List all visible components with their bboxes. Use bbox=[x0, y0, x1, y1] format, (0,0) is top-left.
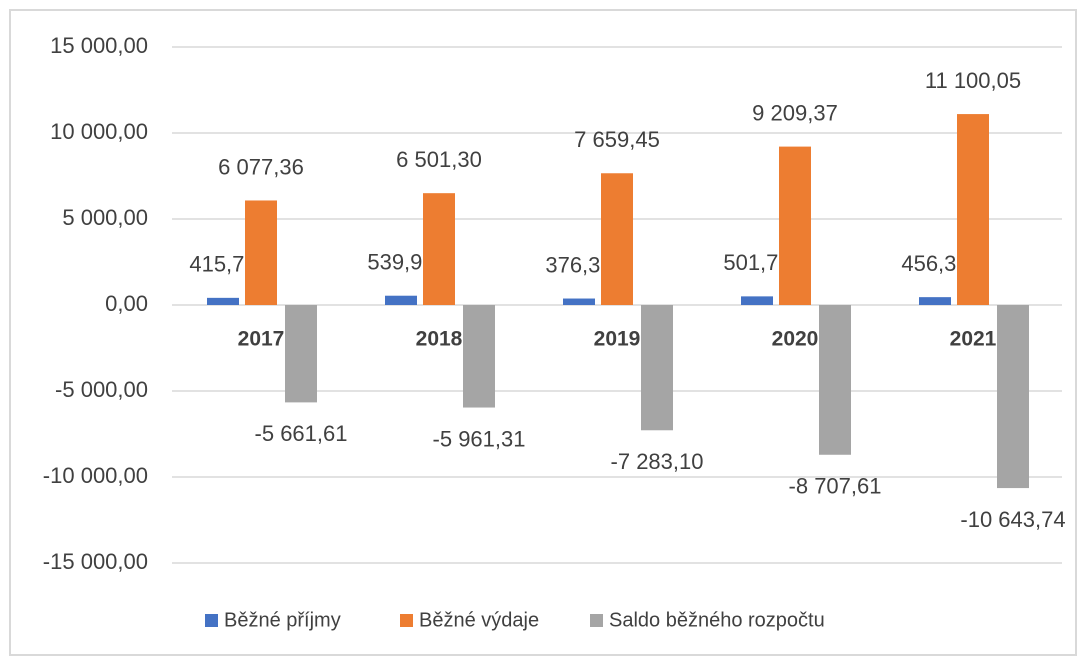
x-tick-label: 2021 bbox=[950, 328, 997, 351]
bar bbox=[957, 114, 989, 306]
data-label: 6 077,36 bbox=[218, 154, 304, 179]
data-label: -7 283,10 bbox=[611, 449, 704, 474]
legend-swatch bbox=[590, 614, 603, 627]
y-tick-label: -5 000,00 bbox=[55, 377, 148, 402]
y-tick-label: 15 000,00 bbox=[50, 33, 148, 58]
y-tick-label: 5 000,00 bbox=[62, 205, 148, 230]
x-tick-label: 2017 bbox=[238, 328, 285, 351]
legend-label: Běžné výdaje bbox=[419, 609, 539, 631]
legend-label: Běžné příjmy bbox=[224, 609, 341, 631]
data-label: 11 100,05 bbox=[925, 68, 1021, 93]
bar bbox=[285, 305, 317, 403]
bar bbox=[245, 200, 277, 305]
x-tick-label: 2019 bbox=[594, 328, 641, 351]
bar bbox=[919, 297, 951, 305]
y-tick-label: 0,00 bbox=[105, 291, 148, 316]
bar bbox=[997, 305, 1029, 489]
bar bbox=[423, 193, 455, 305]
bar bbox=[385, 295, 417, 305]
data-label: -5 661,61 bbox=[255, 421, 348, 446]
y-tick-label: -10 000,00 bbox=[43, 463, 148, 488]
y-tick-label: -15 000,00 bbox=[43, 549, 148, 574]
legend-label: Saldo běžného rozpočtu bbox=[609, 609, 825, 631]
data-label: -5 961,31 bbox=[433, 426, 526, 451]
chart-border bbox=[9, 9, 1077, 656]
data-label: 7 659,45 bbox=[574, 127, 660, 152]
data-label: 9 209,37 bbox=[752, 100, 838, 125]
bar bbox=[741, 296, 773, 305]
x-tick-label: 2020 bbox=[772, 328, 819, 351]
y-tick-label: 10 000,00 bbox=[50, 119, 148, 144]
bar bbox=[563, 298, 595, 305]
legend-swatch bbox=[400, 614, 413, 627]
bar bbox=[779, 146, 811, 305]
data-label: -8 707,61 bbox=[789, 474, 882, 499]
legend-swatch bbox=[205, 614, 218, 627]
bar bbox=[819, 305, 851, 455]
bar bbox=[641, 305, 673, 431]
data-label: 6 501,30 bbox=[396, 147, 482, 172]
bar bbox=[207, 297, 239, 305]
x-tick-label: 2018 bbox=[416, 328, 463, 351]
data-label: -10 643,74 bbox=[960, 507, 1065, 532]
bar bbox=[601, 173, 633, 305]
bar bbox=[463, 305, 495, 408]
